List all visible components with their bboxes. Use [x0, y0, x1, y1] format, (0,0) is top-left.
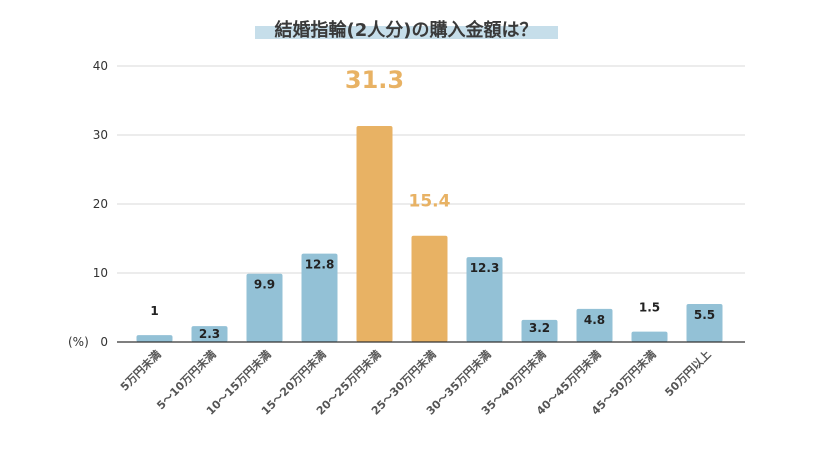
y-axis-ticks: 0 10 20 30 40 [93, 59, 108, 349]
value-label-4: 31.3 [345, 66, 404, 94]
value-label-7: 3.2 [529, 321, 550, 335]
bar-7 [521, 319, 558, 342]
bars [136, 126, 723, 342]
bar-8 [576, 308, 613, 342]
chart-title-group: 結婚指輪(2人分)の購入金額は？ [255, 19, 558, 41]
title-underline [255, 26, 558, 39]
y-tick-label: 20 [93, 197, 108, 211]
value-label-2: 9.9 [254, 278, 275, 292]
y-tick-label: 30 [93, 128, 108, 142]
y-tick-label: 10 [93, 266, 108, 280]
y-axis-unit-label: (%) [68, 335, 89, 349]
bar-6 [466, 257, 503, 342]
value-labels: 12.39.912.831.315.412.33.24.81.55.5 [150, 66, 715, 341]
x-tick-label-0: 5万円未満 [117, 347, 163, 393]
bar-9 [631, 331, 668, 342]
value-label-9: 1.5 [639, 301, 660, 315]
value-label-0: 1 [150, 304, 158, 318]
bar-2 [246, 273, 283, 342]
value-label-8: 4.8 [584, 313, 605, 327]
y-tick-label: 40 [93, 59, 108, 73]
value-label-10: 5.5 [694, 308, 715, 322]
x-tick-label-10: 50万円以上 [662, 347, 714, 399]
bar-1 [191, 326, 228, 342]
value-label-1: 2.3 [199, 327, 220, 341]
bar-3 [301, 253, 338, 342]
bar-10 [686, 304, 723, 342]
value-label-5: 15.4 [409, 192, 451, 212]
bar-5 [411, 235, 448, 342]
bar-4 [356, 126, 393, 342]
value-label-3: 12.8 [305, 258, 335, 272]
category-labels: 5万円未満5～10万円未満10～15万円未満15～20万円未満20～25万円未満… [117, 347, 713, 417]
bar-0 [136, 335, 173, 342]
value-label-6: 12.3 [470, 261, 500, 275]
y-tick-label: 0 [100, 335, 108, 349]
chart-title: 結婚指輪(2人分)の購入金額は？ [275, 19, 538, 41]
